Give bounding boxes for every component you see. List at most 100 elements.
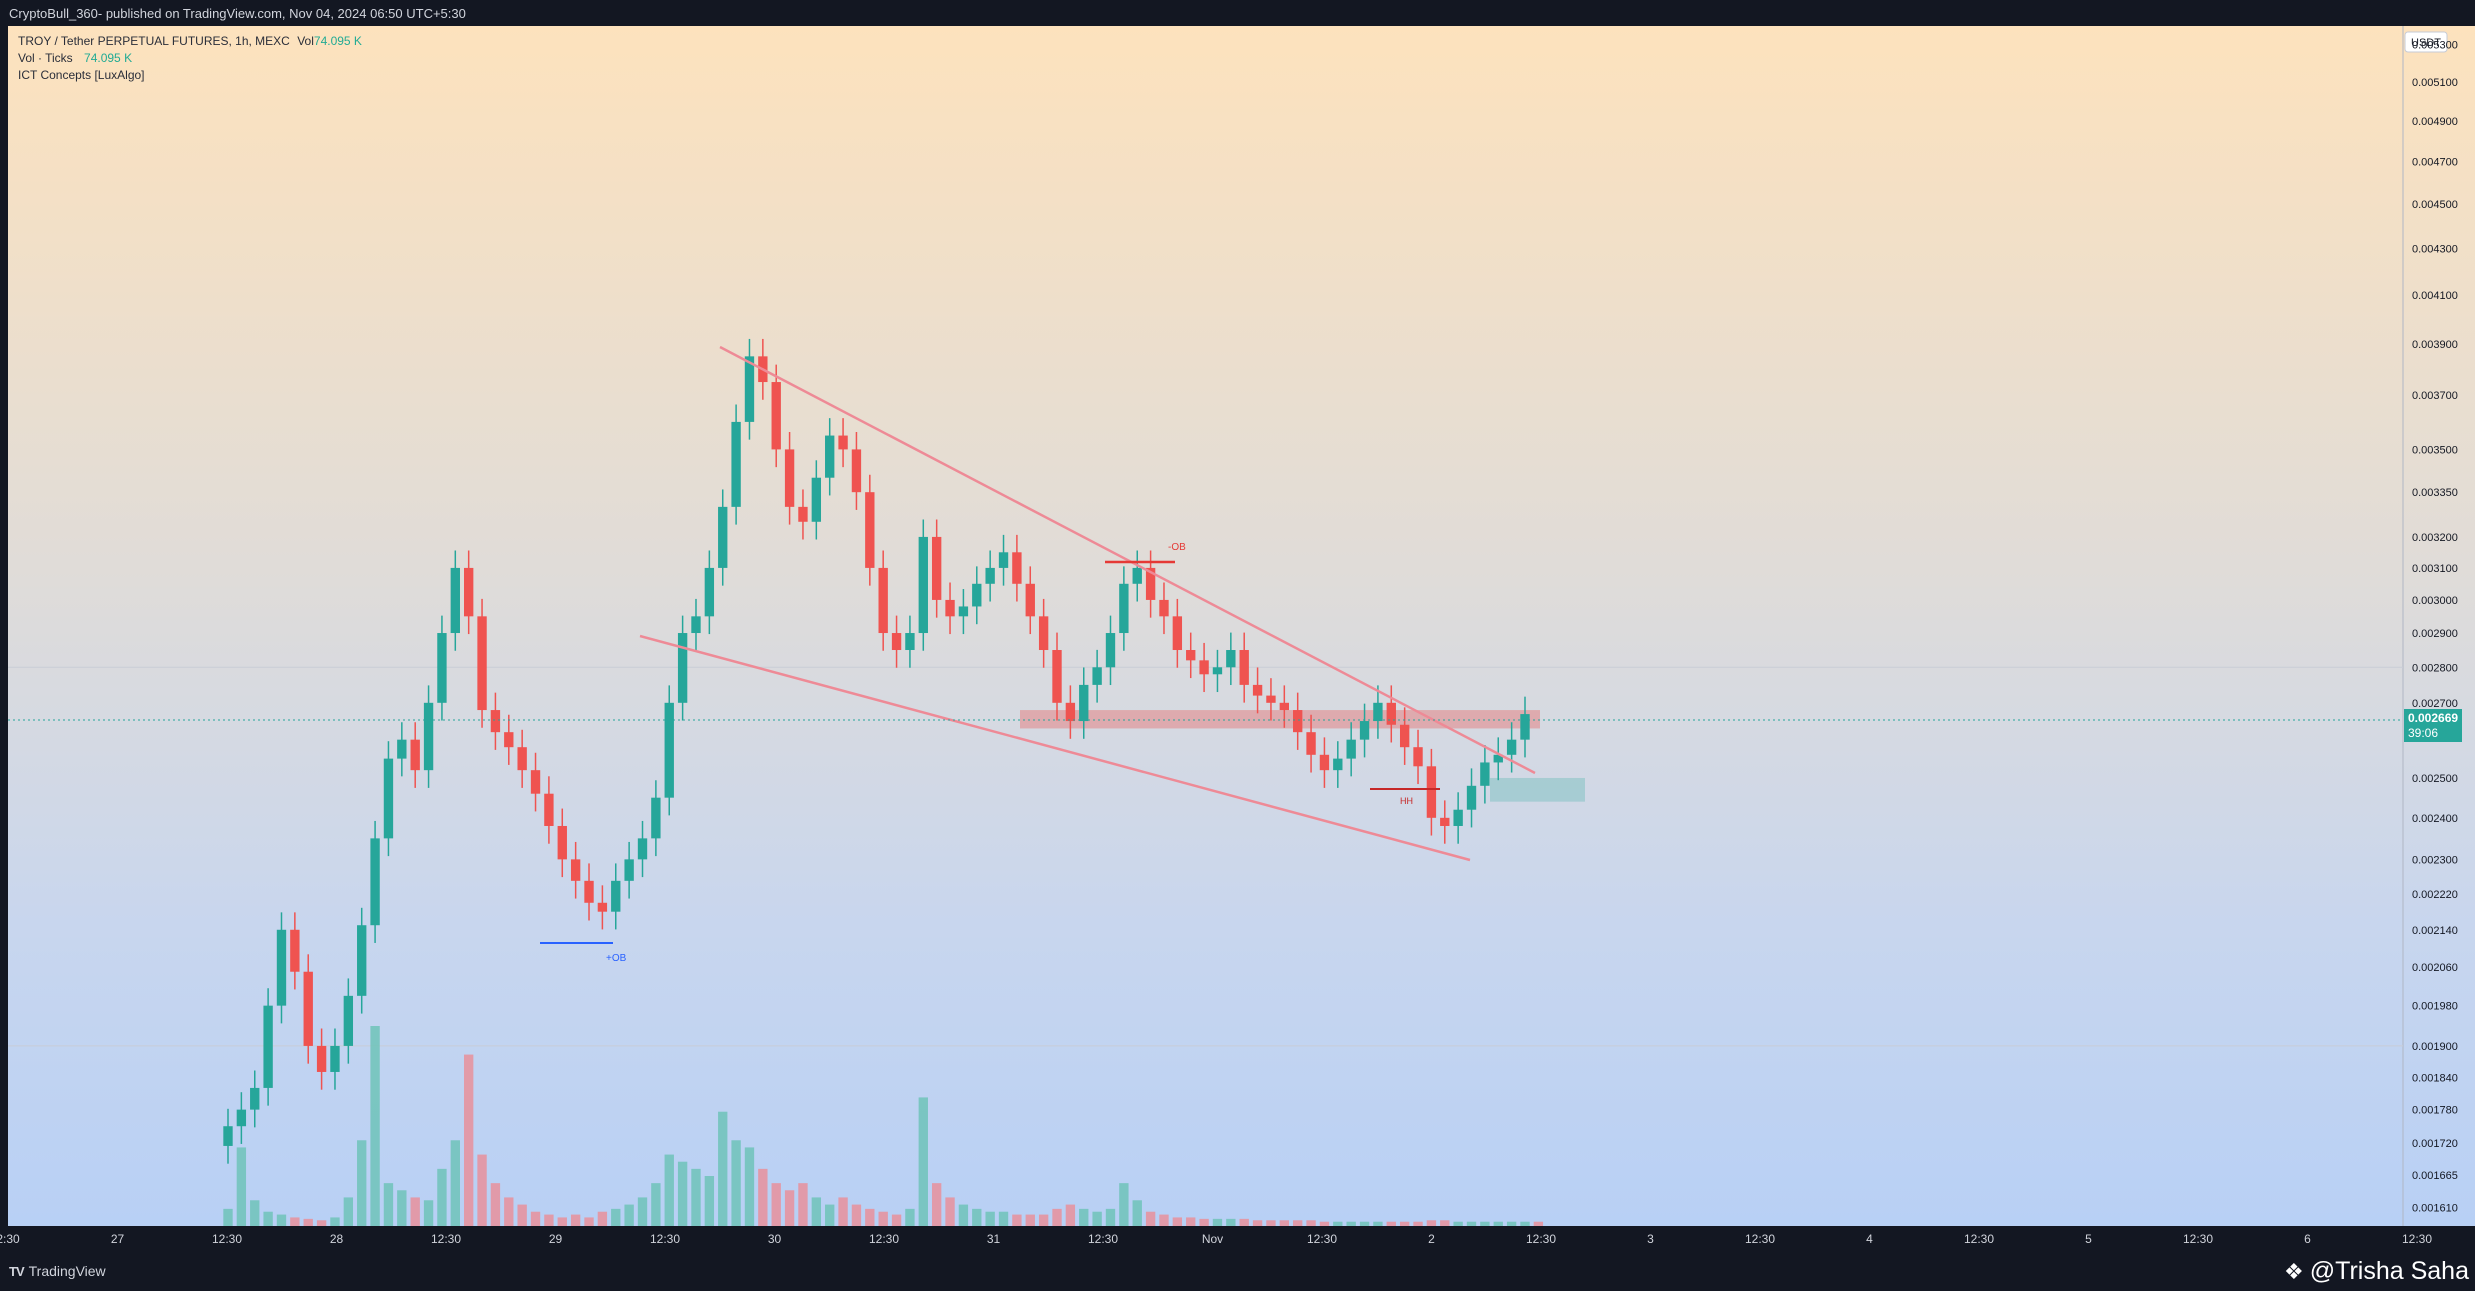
candle-body[interactable] bbox=[290, 929, 300, 972]
candle-body[interactable] bbox=[1480, 762, 1490, 786]
price-axis[interactable]: USDT 0.005300 0.005100 0.004900 0.004700 0.0… bbox=[2404, 31, 2458, 1215]
candle-body[interactable] bbox=[851, 449, 862, 493]
candle-body[interactable] bbox=[316, 1045, 327, 1072]
candle-body[interactable] bbox=[584, 880, 594, 903]
candle-body[interactable] bbox=[891, 633, 902, 651]
upper-trendline[interactable] bbox=[719, 345, 1536, 775]
candle-body[interactable] bbox=[931, 536, 942, 600]
candle-body[interactable] bbox=[1212, 667, 1223, 675]
candlesticks[interactable] bbox=[223, 338, 1530, 1164]
candle-body[interactable] bbox=[771, 382, 781, 450]
candle-body[interactable] bbox=[637, 838, 648, 860]
candle-body[interactable] bbox=[303, 971, 313, 1046]
candle-body[interactable] bbox=[530, 770, 541, 794]
candle-body[interactable] bbox=[276, 929, 287, 1006]
candle-body[interactable] bbox=[1279, 702, 1289, 711]
candle-body[interactable] bbox=[464, 567, 474, 617]
candle-body[interactable] bbox=[330, 1045, 340, 1072]
candle-body[interactable] bbox=[838, 435, 848, 450]
candle-body[interactable] bbox=[357, 925, 367, 996]
candle-body[interactable] bbox=[664, 702, 674, 798]
candle-body[interactable] bbox=[1159, 599, 1169, 617]
candle-body[interactable] bbox=[477, 616, 487, 711]
candle-body[interactable] bbox=[597, 902, 608, 912]
candle-body[interactable] bbox=[1079, 684, 1089, 722]
candle-body[interactable] bbox=[1132, 567, 1142, 584]
candle-body[interactable] bbox=[1252, 684, 1263, 696]
candle-body[interactable] bbox=[1266, 695, 1276, 703]
candle-body[interactable] bbox=[1386, 702, 1396, 725]
candle-body[interactable] bbox=[1413, 747, 1423, 767]
candle-body[interactable] bbox=[1453, 809, 1463, 826]
candle-body[interactable] bbox=[544, 793, 554, 826]
candle-body[interactable] bbox=[985, 567, 995, 584]
candle-body[interactable] bbox=[570, 859, 581, 881]
candle-body[interactable] bbox=[1012, 552, 1022, 584]
legend-symbol[interactable]: TROY / Tether PERPETUAL FUTURES, 1h, MEX… bbox=[18, 34, 362, 48]
candle-body[interactable] bbox=[423, 702, 434, 771]
candle-body[interactable] bbox=[972, 583, 982, 607]
candle-body[interactable] bbox=[744, 356, 755, 422]
candle-body[interactable] bbox=[1239, 650, 1249, 685]
candle-body[interactable] bbox=[1520, 714, 1530, 740]
candle-body[interactable] bbox=[557, 825, 567, 860]
candle-body[interactable] bbox=[250, 1087, 260, 1110]
candle-body[interactable] bbox=[263, 1005, 273, 1088]
candle-body[interactable] bbox=[1052, 650, 1062, 703]
trendlines[interactable] bbox=[639, 345, 1536, 862]
candle-body[interactable] bbox=[450, 567, 460, 634]
candle-body[interactable] bbox=[1105, 633, 1116, 668]
candle-body[interactable] bbox=[1373, 702, 1383, 722]
candle-body[interactable] bbox=[236, 1109, 247, 1127]
candle-body[interactable] bbox=[1333, 758, 1343, 771]
candle-body[interactable] bbox=[784, 449, 795, 507]
candle-body[interactable] bbox=[1426, 766, 1437, 818]
candle-body[interactable] bbox=[490, 710, 501, 733]
candle-body[interactable] bbox=[1346, 739, 1356, 759]
candle-body[interactable] bbox=[825, 435, 835, 478]
candle-body[interactable] bbox=[811, 477, 822, 522]
candle-body[interactable] bbox=[691, 616, 701, 634]
candle-body[interactable] bbox=[343, 995, 354, 1046]
candle-body[interactable] bbox=[998, 552, 1009, 568]
legend-indicator[interactable]: ICT Concepts [LuxAlgo] bbox=[18, 68, 145, 82]
chart-area[interactable]: -OB +OB HH USDT 0.005300 0.005100 0.004900… bbox=[0, 26, 2475, 1252]
candle-body[interactable] bbox=[1506, 739, 1517, 755]
candle-body[interactable] bbox=[624, 859, 634, 881]
chart-svg[interactable]: -OB +OB HH USDT 0.005300 0.005100 0.004900… bbox=[0, 26, 2475, 1252]
candle-body[interactable] bbox=[1466, 785, 1477, 810]
candle-body[interactable] bbox=[223, 1126, 233, 1146]
candle-body[interactable] bbox=[370, 838, 380, 926]
candle-body[interactable] bbox=[1065, 702, 1076, 722]
candle-body[interactable] bbox=[1306, 732, 1316, 755]
candle-body[interactable] bbox=[1038, 616, 1049, 651]
candle-body[interactable] bbox=[918, 536, 928, 634]
candle-body[interactable] bbox=[437, 633, 447, 703]
candle-body[interactable] bbox=[878, 567, 888, 634]
candle-body[interactable] bbox=[731, 421, 741, 507]
candle-body[interactable] bbox=[1092, 667, 1102, 685]
currency-badge[interactable] bbox=[2404, 31, 2448, 53]
candle-body[interactable] bbox=[1493, 754, 1503, 763]
candle-body[interactable] bbox=[905, 633, 915, 651]
time-axis[interactable]: 2:30 27 12:30 28 12:30 29 12:30 30 12:30 31 12:30 N… bbox=[0, 1232, 2475, 1246]
candle-body[interactable] bbox=[958, 606, 969, 617]
candle-body[interactable] bbox=[1319, 754, 1330, 771]
lower-trendline[interactable] bbox=[639, 634, 1471, 862]
candle-body[interactable] bbox=[704, 567, 715, 617]
candle-body[interactable] bbox=[945, 599, 955, 617]
candle-body[interactable] bbox=[1145, 567, 1156, 600]
candle-body[interactable] bbox=[1399, 724, 1410, 748]
candle-body[interactable] bbox=[1226, 650, 1236, 668]
candle-body[interactable] bbox=[1440, 817, 1450, 826]
candle-body[interactable] bbox=[383, 758, 394, 839]
candle-body[interactable] bbox=[1293, 710, 1303, 733]
legend-vol-ticks[interactable]: Vol · Ticks 74.095 K bbox=[18, 51, 132, 65]
candle-body[interactable] bbox=[517, 747, 527, 771]
candle-body[interactable] bbox=[1025, 583, 1035, 617]
candle-body[interactable] bbox=[718, 506, 728, 568]
candle-body[interactable] bbox=[677, 633, 688, 703]
candle-body[interactable] bbox=[1199, 660, 1209, 675]
candle-body[interactable] bbox=[397, 739, 407, 759]
candle-body[interactable] bbox=[798, 506, 808, 522]
